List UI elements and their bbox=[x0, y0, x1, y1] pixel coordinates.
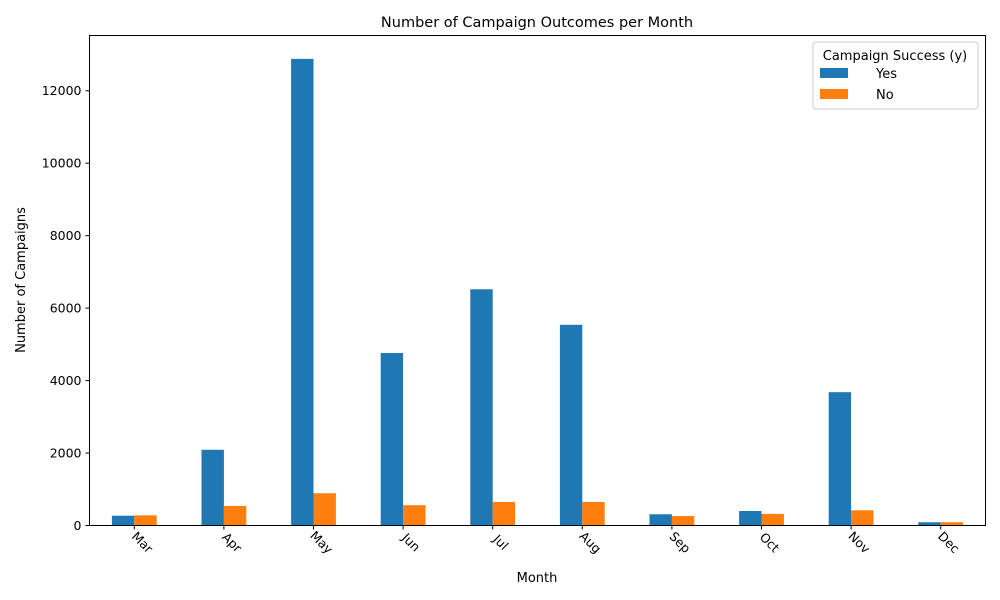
bar-yes-aug bbox=[559, 324, 583, 526]
bar-yes-apr bbox=[201, 449, 224, 526]
chart-title: Number of Campaign Outcomes per Month bbox=[381, 15, 693, 31]
x-tick-label: Jun bbox=[398, 529, 423, 554]
y-tick-label: 8000 bbox=[50, 228, 82, 243]
bar-no-dec bbox=[940, 522, 964, 526]
legend-title: Campaign Success (y) bbox=[823, 49, 967, 64]
y-tick-label: 4000 bbox=[50, 373, 82, 388]
bar-yes-nov bbox=[828, 392, 852, 526]
bar-yes-jun bbox=[380, 353, 404, 526]
y-tick-label: 2000 bbox=[50, 446, 82, 461]
x-axis: Mar Apr May Jun Jul Aug Sep Oct Nov Dec bbox=[129, 525, 963, 557]
y-axis-label: Number of Campaigns bbox=[14, 207, 29, 353]
bar-yes-oct bbox=[739, 511, 762, 526]
plot-frame bbox=[89, 35, 986, 526]
bar-yes-dec bbox=[918, 522, 941, 526]
y-tick-label: 10000 bbox=[42, 156, 82, 171]
bars-group bbox=[111, 58, 964, 526]
y-tick-label: 6000 bbox=[50, 301, 82, 316]
bar-yes-may bbox=[291, 58, 314, 526]
x-tick-label: Mar bbox=[129, 529, 157, 557]
legend-swatch-yes bbox=[820, 68, 848, 78]
x-tick-label: Sep bbox=[666, 529, 693, 556]
y-tick-label: 0 bbox=[74, 518, 82, 533]
legend-box bbox=[812, 41, 979, 110]
y-tick-label: 12000 bbox=[42, 83, 82, 98]
x-tick-label: Oct bbox=[757, 529, 783, 555]
bar-no-jun bbox=[403, 505, 426, 526]
bar-no-mar bbox=[134, 515, 157, 526]
bar-yes-sep bbox=[649, 514, 672, 526]
x-tick-label: Aug bbox=[577, 528, 605, 556]
x-tick-label: Nov bbox=[845, 528, 873, 556]
bar-no-sep bbox=[671, 516, 695, 526]
legend: Campaign Success (y) Yes No bbox=[812, 41, 979, 110]
bar-no-apr bbox=[223, 505, 247, 526]
bar-no-jul bbox=[492, 501, 516, 526]
legend-label-no: No bbox=[876, 88, 894, 103]
x-tick-label: May bbox=[307, 528, 336, 557]
x-tick-label: Apr bbox=[219, 529, 246, 556]
bar-no-may bbox=[313, 493, 336, 526]
y-axis: 0 2000 4000 6000 8000 10000 12000 bbox=[42, 83, 90, 533]
bar-no-nov bbox=[851, 510, 874, 526]
legend-label-yes: Yes bbox=[875, 67, 897, 82]
bar-no-aug bbox=[582, 501, 605, 526]
legend-swatch-no bbox=[820, 89, 848, 99]
x-tick-label: Dec bbox=[935, 528, 963, 556]
bar-yes-jul bbox=[470, 289, 493, 526]
x-tick-label: Jul bbox=[490, 531, 512, 553]
x-axis-label: Month bbox=[517, 571, 558, 586]
bar-no-oct bbox=[761, 513, 784, 526]
bar-yes-mar bbox=[111, 515, 135, 526]
